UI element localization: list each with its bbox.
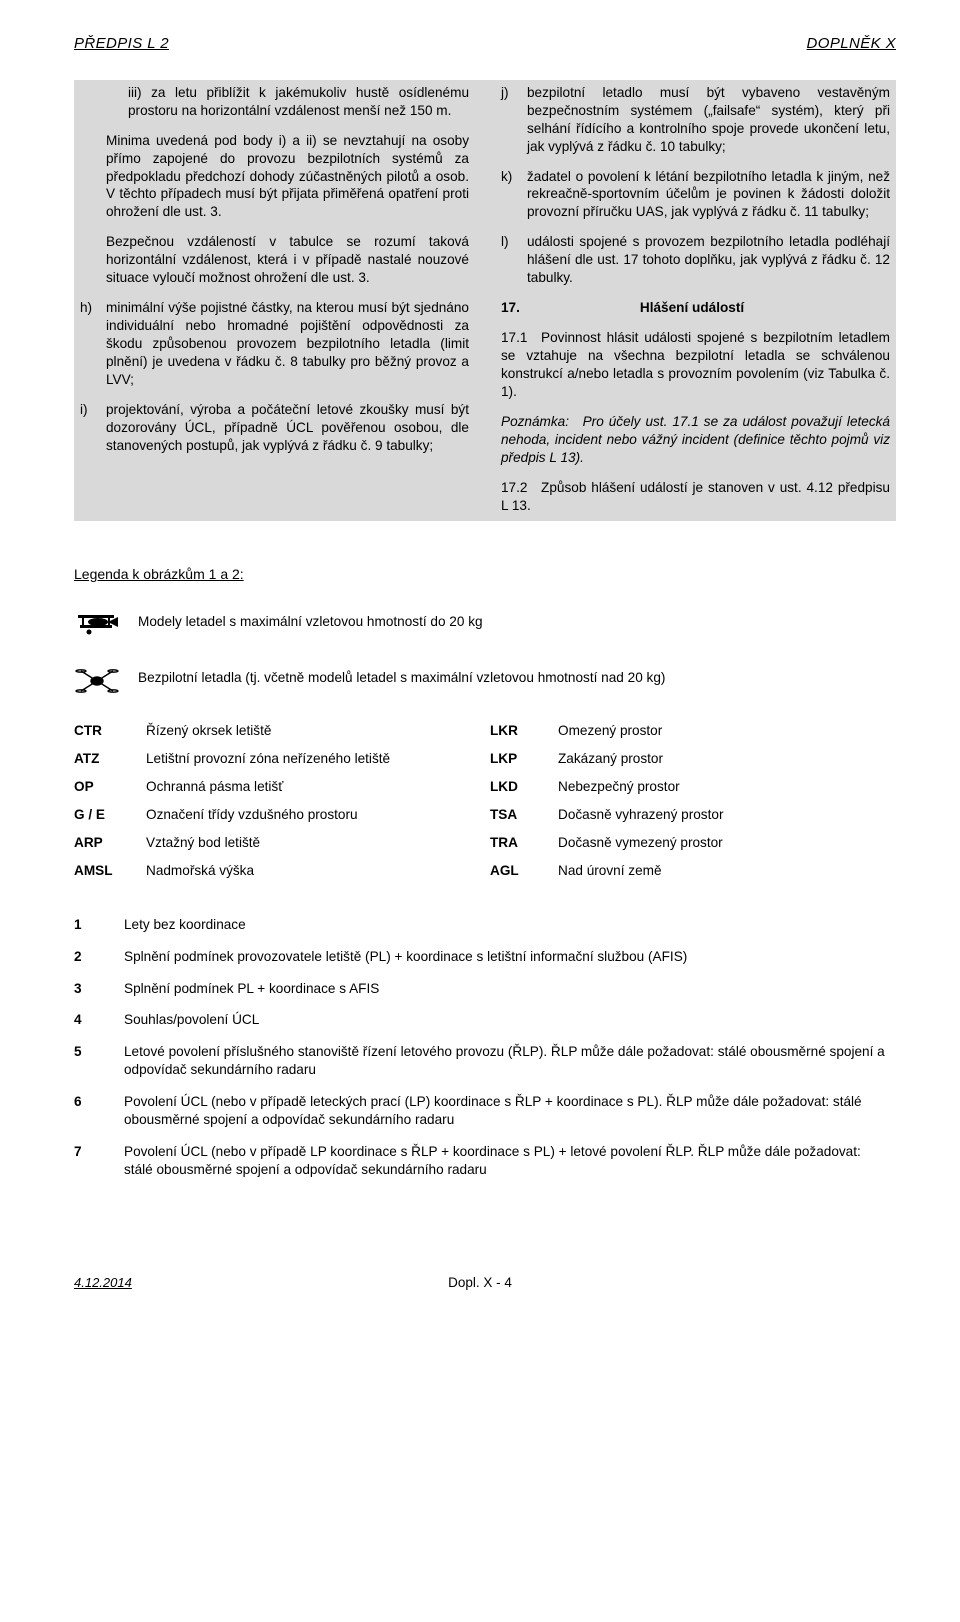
item-k-text: žadatel o povolení k létání bezpilotního… xyxy=(527,168,890,222)
numbered-text: Lety bez koordinace xyxy=(124,911,896,943)
numbered-text: Povolení ÚCL (nebo v případě LP koordina… xyxy=(124,1138,896,1188)
numbered-row: 5Letové povolení příslušného stanoviště … xyxy=(74,1038,896,1088)
main-gray-block: iii) za letu přiblížit k jakémukoliv hus… xyxy=(74,80,896,521)
abbrev-desc: Dočasně vyhrazený prostor xyxy=(558,801,896,829)
numbered-index: 6 xyxy=(74,1088,124,1138)
abbrev-code: CTR xyxy=(74,717,146,745)
biplane-icon xyxy=(74,605,120,639)
numbered-index: 1 xyxy=(74,911,124,943)
item-j: j) bezpilotní letadlo musí být vybaveno … xyxy=(501,84,890,156)
numbered-index: 2 xyxy=(74,943,124,975)
numbered-index: 5 xyxy=(74,1038,124,1088)
para-17-2: 17.2 Způsob hlášení událostí je stanoven… xyxy=(501,479,890,515)
numbered-row: 4Souhlas/povolení ÚCL xyxy=(74,1006,896,1038)
abbrev-code: G / E xyxy=(74,801,146,829)
legend-row-plane: Modely letadel s maximální vzletovou hmo… xyxy=(74,605,896,639)
abbrev-row: G / EOznačení třídy vzdušného prostoruTS… xyxy=(74,801,896,829)
para-iii: iii) za letu přiblížit k jakémukoliv hus… xyxy=(80,84,469,120)
abbrev-code: TRA xyxy=(490,829,558,857)
abbrev-row: ATZLetištní provozní zóna neřízeného let… xyxy=(74,745,896,773)
numbered-row: 6Povolení ÚCL (nebo v případě leteckých … xyxy=(74,1088,896,1138)
item-j-label: j) xyxy=(501,84,527,156)
abbrev-code: OP xyxy=(74,773,146,801)
abbrev-desc: Omezený prostor xyxy=(558,717,896,745)
item-j-text: bezpilotní letadlo musí být vybaveno ves… xyxy=(527,84,890,156)
abbrev-row: ARPVztažný bod letištěTRADočasně vymezen… xyxy=(74,829,896,857)
item-l-text: události spojené s provozem bezpilotního… xyxy=(527,233,890,287)
page-header: PŘEDPIS L 2 DOPLNĚK X xyxy=(74,34,896,54)
left-column: iii) za letu přiblížit k jakémukoliv hus… xyxy=(80,84,469,515)
numbered-index: 3 xyxy=(74,975,124,1007)
numbered-text: Splnění podmínek provozovatele letiště (… xyxy=(124,943,896,975)
numbered-index: 7 xyxy=(74,1138,124,1188)
item-h: h) minimální výše pojistné částky, na kt… xyxy=(80,299,469,389)
legend-title: Legenda k obrázkům 1 a 2: xyxy=(74,565,896,583)
right-column: j) bezpilotní letadlo musí být vybaveno … xyxy=(501,84,890,515)
drone-icon xyxy=(74,661,120,695)
item-i-label: i) xyxy=(80,401,106,455)
item-l: l) události spojené s provozem bezpilotn… xyxy=(501,233,890,287)
section-17-number: 17. xyxy=(501,299,520,317)
abbrev-code: AGL xyxy=(490,857,558,885)
abbrev-desc: Dočasně vymezený prostor xyxy=(558,829,896,857)
abbrev-desc: Ochranná pásma letišť xyxy=(146,773,490,801)
header-left: PŘEDPIS L 2 xyxy=(74,34,169,54)
legend-plane-caption: Modely letadel s maximální vzletovou hmo… xyxy=(138,613,483,631)
item-i-text: projektování, výroba a počáteční letové … xyxy=(106,401,469,455)
abbrev-desc: Nad úrovní země xyxy=(558,857,896,885)
abbrev-desc: Letištní provozní zóna neřízeného letišt… xyxy=(146,745,490,773)
item-h-text: minimální výše pojistné částky, na ktero… xyxy=(106,299,469,389)
abbrev-desc: Zakázaný prostor xyxy=(558,745,896,773)
abbrev-row: AMSLNadmořská výškaAGLNad úrovní země xyxy=(74,857,896,885)
item-i: i) projektování, výroba a počáteční leto… xyxy=(80,401,469,455)
abbrev-desc: Nebezpečný prostor xyxy=(558,773,896,801)
section-17-title: Hlášení událostí xyxy=(520,299,890,317)
abbrev-code: AMSL xyxy=(74,857,146,885)
item-l-label: l) xyxy=(501,233,527,287)
abbrev-code: LKR xyxy=(490,717,558,745)
legend-row-drone: Bezpilotní letadla (tj. včetně modelů le… xyxy=(74,661,896,695)
abbrev-code: ARP xyxy=(74,829,146,857)
item-k-label: k) xyxy=(501,168,527,222)
numbered-index: 4 xyxy=(74,1006,124,1038)
abbrev-desc: Označení třídy vzdušného prostoru xyxy=(146,801,490,829)
page-footer: 4.12.2014 Dopl. X - 4 xyxy=(74,1274,896,1291)
para-17-note: Poznámka: Pro účely ust. 17.1 se za udál… xyxy=(501,413,890,467)
abbrev-row: CTRŘízený okrsek letištěLKROmezený prost… xyxy=(74,717,896,745)
numbered-text: Souhlas/povolení ÚCL xyxy=(124,1006,896,1038)
footer-page: Dopl. X - 4 xyxy=(0,1274,960,1292)
abbrev-desc: Nadmořská výška xyxy=(146,857,490,885)
item-k: k) žadatel o povolení k létání bezpilotn… xyxy=(501,168,890,222)
numbered-text: Splnění podmínek PL + koordinace s AFIS xyxy=(124,975,896,1007)
abbrev-row: OPOchranná pásma letišťLKDNebezpečný pro… xyxy=(74,773,896,801)
abbrev-code: LKP xyxy=(490,745,558,773)
legend-drone-caption: Bezpilotní letadla (tj. včetně modelů le… xyxy=(138,669,665,687)
abbrev-table: CTRŘízený okrsek letištěLKROmezený prost… xyxy=(74,717,896,885)
abbrev-desc: Řízený okrsek letiště xyxy=(146,717,490,745)
numbered-row: 3Splnění podmínek PL + koordinace s AFIS xyxy=(74,975,896,1007)
section-17-heading: 17. Hlášení událostí xyxy=(501,299,890,317)
abbrev-desc: Vztažný bod letiště xyxy=(146,829,490,857)
numbered-table: 1Lety bez koordinace2Splnění podmínek pr… xyxy=(74,911,896,1188)
para-17-1: 17.1 Povinnost hlásit události spojené s… xyxy=(501,329,890,401)
numbered-text: Letové povolení příslušného stanoviště ř… xyxy=(124,1038,896,1088)
abbrev-code: LKD xyxy=(490,773,558,801)
abbrev-code: ATZ xyxy=(74,745,146,773)
numbered-row: 1Lety bez koordinace xyxy=(74,911,896,943)
numbered-row: 7Povolení ÚCL (nebo v případě LP koordin… xyxy=(74,1138,896,1188)
item-h-label: h) xyxy=(80,299,106,389)
abbrev-code: TSA xyxy=(490,801,558,829)
para-bezpecnou: Bezpečnou vzdáleností v tabulce se rozum… xyxy=(80,233,469,287)
numbered-text: Povolení ÚCL (nebo v případě leteckých p… xyxy=(124,1088,896,1138)
numbered-row: 2Splnění podmínek provozovatele letiště … xyxy=(74,943,896,975)
header-right: DOPLNĚK X xyxy=(807,34,896,54)
para-minima: Minima uvedená pod body i) a ii) se nevz… xyxy=(80,132,469,222)
